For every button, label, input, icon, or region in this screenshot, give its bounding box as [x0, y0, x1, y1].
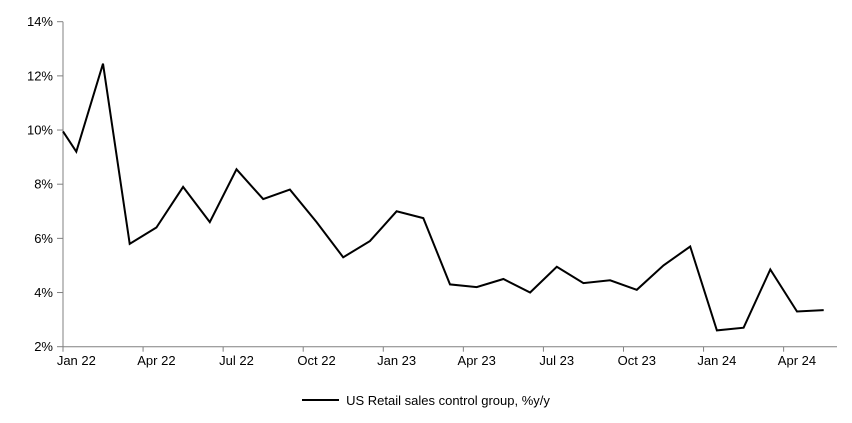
x-axis-tick-label: Oct 22	[297, 353, 335, 368]
x-axis-tick-label: Apr 24	[778, 353, 816, 368]
y-axis-tick-label: 14%	[27, 14, 53, 29]
x-axis-tick-label: Jan 24	[697, 353, 736, 368]
legend: US Retail sales control group, %y/y	[0, 391, 852, 409]
y-axis-tick-label: 12%	[27, 68, 53, 83]
x-axis-tick-label: Jul 22	[219, 353, 254, 368]
y-axis-tick-label: 4%	[34, 285, 53, 300]
x-axis-tick-label: Apr 22	[137, 353, 175, 368]
data-line-retail-sales	[62, 63, 824, 332]
y-axis-tick-label: 8%	[34, 177, 53, 192]
y-axis-tick-label: 10%	[27, 123, 53, 138]
legend-label: US Retail sales control group, %y/y	[346, 392, 550, 408]
y-axis-tick-label: 2%	[34, 339, 53, 354]
legend-line-sample	[302, 399, 340, 401]
x-axis-tick-label: Jan 22	[57, 353, 96, 368]
x-axis-tick-label: Oct 23	[618, 353, 656, 368]
x-axis-tick-label: Jul 23	[539, 353, 574, 368]
x-axis-tick-label: Jan 23	[377, 353, 416, 368]
chart-svg: 2% 4% 6% 8% 10% 12% 14% Jan 22 Apr 22 Jul 22 Oct 2…	[27, 14, 837, 368]
y-axis-tick-label: 6%	[34, 231, 53, 246]
x-axis-tick-label: Apr 23	[458, 353, 496, 368]
